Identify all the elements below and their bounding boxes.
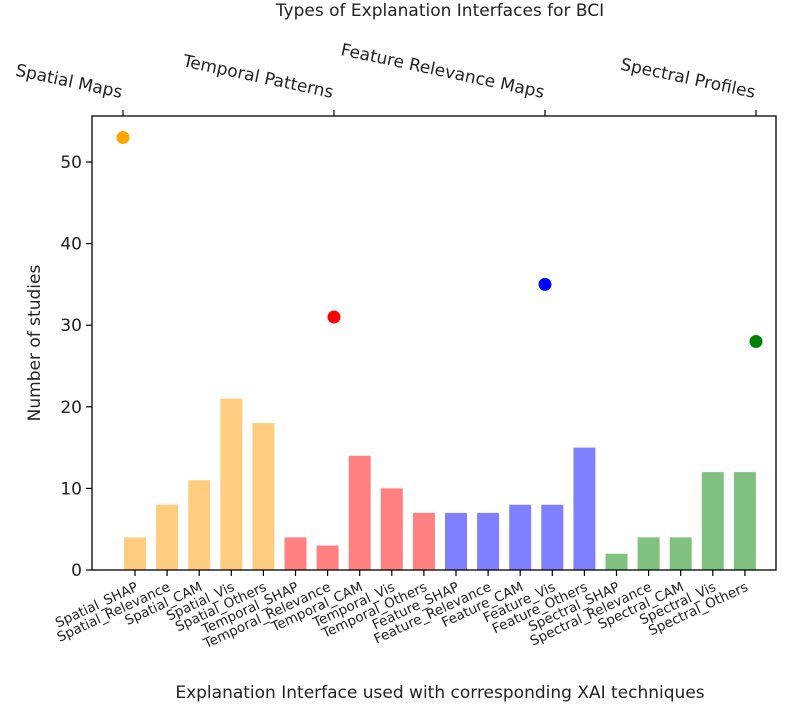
bar bbox=[477, 512, 500, 570]
chart-title: Types of Explanation Interfaces for BCI bbox=[275, 1, 604, 21]
group-total-dots bbox=[116, 131, 763, 349]
plot-frame bbox=[91, 115, 777, 571]
y-tick-label: 40 bbox=[60, 235, 82, 255]
x-axis-label: Explanation Interface used with correspo… bbox=[175, 683, 704, 703]
bar bbox=[316, 545, 339, 570]
group-total-dot bbox=[116, 131, 130, 145]
group-total-dot bbox=[749, 335, 763, 349]
bar bbox=[156, 504, 179, 570]
bar bbox=[380, 488, 403, 570]
bar bbox=[284, 537, 307, 570]
bar bbox=[220, 398, 243, 570]
bar bbox=[701, 472, 724, 570]
bar bbox=[605, 553, 628, 570]
bar bbox=[573, 447, 596, 570]
y-tick-label: 50 bbox=[60, 153, 82, 173]
bar bbox=[412, 512, 435, 570]
y-axis: 0 10 20 30 40 50 bbox=[60, 153, 92, 581]
y-tick-label: 10 bbox=[60, 479, 82, 499]
bars-layer bbox=[124, 398, 756, 570]
bar bbox=[637, 537, 660, 570]
top-tick-label: Spatial Maps bbox=[14, 61, 125, 103]
top-tick-label: Feature Relevance Maps bbox=[339, 40, 546, 103]
bar bbox=[669, 537, 692, 570]
bar bbox=[445, 512, 467, 570]
bar bbox=[124, 537, 146, 570]
y-axis-label: Number of studies bbox=[25, 265, 45, 422]
x-axis: Spatial_SHAPSpatial_RelevanceSpatial_CAM… bbox=[53, 570, 751, 652]
bar bbox=[541, 504, 564, 570]
top-tick-label: Spectral Profiles bbox=[619, 55, 758, 103]
y-tick-label: 20 bbox=[60, 398, 82, 418]
group-total-dot bbox=[327, 310, 341, 324]
bar bbox=[348, 455, 371, 570]
bar bbox=[188, 480, 211, 570]
top-axis: Spatial Maps Temporal Patterns Feature Rel… bbox=[14, 40, 758, 116]
y-tick-label: 30 bbox=[60, 316, 82, 336]
top-tick-label: Temporal Patterns bbox=[180, 51, 335, 103]
bar bbox=[509, 504, 532, 570]
bar bbox=[252, 423, 275, 570]
y-tick-label: 0 bbox=[71, 561, 82, 581]
group-total-dot bbox=[538, 277, 552, 291]
bar bbox=[733, 472, 756, 570]
